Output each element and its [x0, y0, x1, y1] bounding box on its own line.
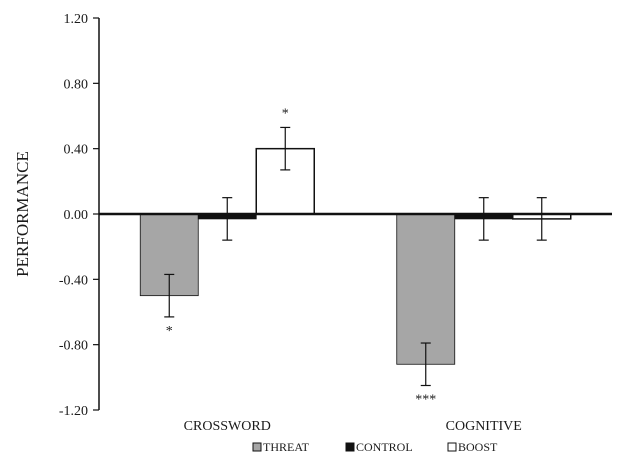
category-label: CROSSWORD — [184, 419, 271, 434]
legend-swatch-threat — [252, 442, 262, 452]
category-labels: CROSSWORD COGNITIVE — [184, 419, 522, 434]
y-tick-label: -0.80 — [59, 339, 88, 354]
y-tick-label: -0.40 — [59, 273, 88, 288]
y-tick-label: 0.40 — [64, 143, 89, 158]
significance-label: * — [282, 106, 289, 121]
legend-swatch-boost — [447, 442, 457, 452]
category-label: COGNITIVE — [446, 419, 522, 434]
significance-label: * — [166, 324, 173, 339]
y-tick-label: 1.20 — [64, 12, 89, 27]
y-tick-label: 0.00 — [64, 208, 89, 223]
significance-labels: ***** — [166, 106, 437, 407]
significance-label: *** — [415, 393, 436, 408]
legend: THREAT CONTROL BOOST — [252, 440, 498, 454]
bar-threat-cognitive — [396, 213, 456, 365]
legend-label-threat: THREAT — [263, 440, 310, 454]
y-tick-label: 0.80 — [64, 77, 89, 92]
y-axis-label: PERFORMANCE — [13, 151, 32, 277]
y-tick-label: -1.20 — [59, 404, 88, 419]
legend-swatch-control — [345, 442, 355, 452]
legend-label-control: CONTROL — [356, 440, 413, 454]
legend-label-boost: BOOST — [458, 440, 498, 454]
bar-boost-crossword — [255, 147, 315, 215]
y-axis-ticks: 1.20 0.80 0.40 0.00 -0.40 -0.80 -1.20 — [59, 12, 99, 419]
error-bars — [164, 126, 547, 387]
bars — [139, 147, 572, 365]
